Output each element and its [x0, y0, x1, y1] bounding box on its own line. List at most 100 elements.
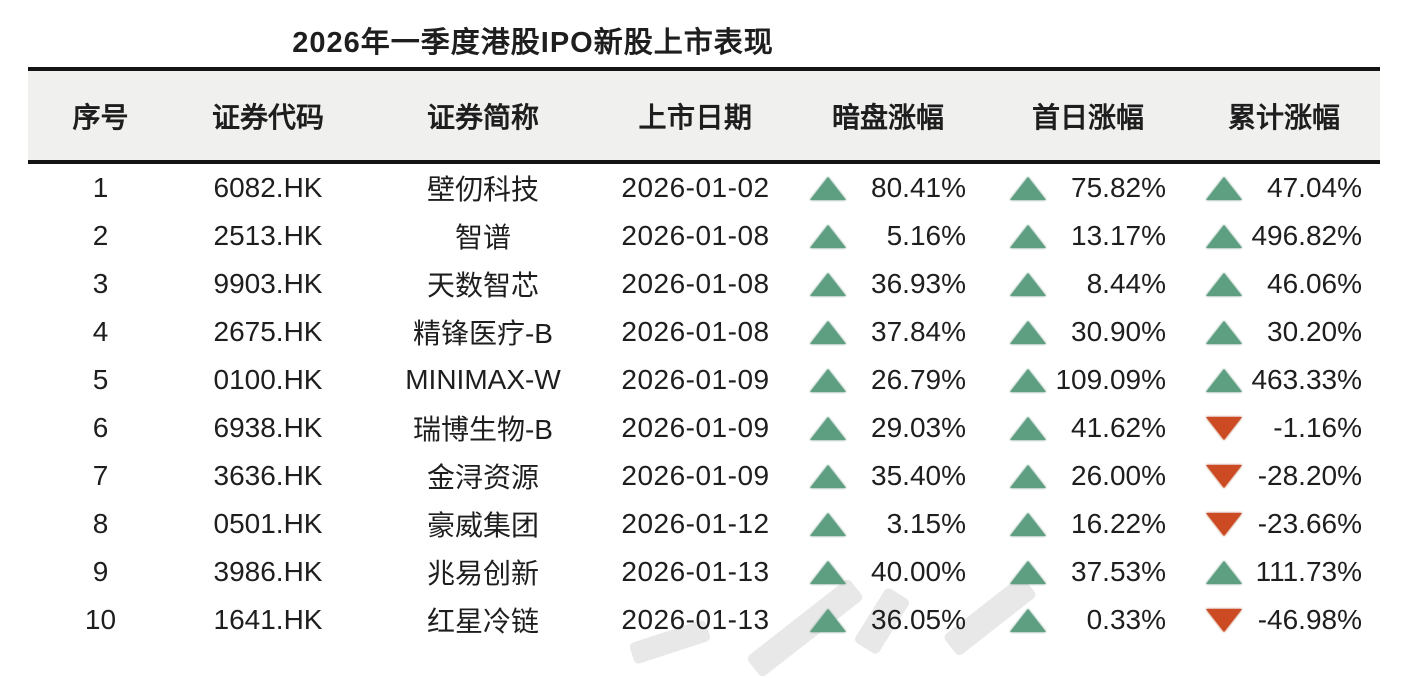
grey-market-gain-cell: 3.15%	[788, 508, 988, 540]
column-header-grey-market-gain: 暗盘涨幅	[831, 101, 944, 133]
listing-date-cell: 2026-01-08	[621, 316, 770, 347]
gain-value: 40.00%	[871, 556, 966, 587]
cumulative-gain-cell: 111.73%	[1188, 556, 1380, 588]
up-triangle-icon	[810, 464, 846, 488]
listing-date-cell: 2026-01-02	[621, 172, 770, 203]
gain-value: 75.82%	[1071, 172, 1166, 203]
grey-market-gain-cell: 37.84%	[788, 316, 988, 348]
row-index-cell: 5	[92, 364, 109, 395]
column-header-stock-code: 证券代码	[211, 101, 324, 133]
gain-value: 5.16%	[886, 220, 966, 251]
gain-value: 37.53%	[1071, 556, 1166, 587]
up-triangle-icon	[810, 368, 846, 392]
gain-value: 41.62%	[1071, 412, 1166, 443]
up-triangle-icon	[810, 272, 846, 296]
row-index-cell: 7	[92, 460, 109, 491]
table-row: 9 3986.HK 兆易创新 2026-01-13 40.00% 37.53% 111.73…	[28, 548, 1380, 596]
up-triangle-icon	[1010, 176, 1046, 200]
column-header-listing-date: 上市日期	[638, 101, 753, 133]
stock-code-cell: 9903.HK	[213, 268, 323, 299]
row-index-cell: 2	[92, 220, 109, 251]
up-triangle-icon	[1010, 512, 1046, 536]
cumulative-gain-cell: 463.33%	[1188, 364, 1380, 396]
row-index-cell: 9	[92, 556, 109, 587]
first-day-gain-cell: 41.62%	[988, 412, 1188, 444]
up-triangle-icon	[1206, 560, 1242, 584]
listing-date-cell: 2026-01-08	[621, 268, 770, 299]
stock-name-cell: 智谱	[454, 222, 511, 253]
table-row: 7 3636.HK 金浔资源 2026-01-09 35.40% 26.00% -28.20…	[28, 452, 1380, 500]
gain-value: 30.20%	[1267, 316, 1362, 347]
grey-market-gain-cell: 80.41%	[788, 172, 988, 204]
table-row: 4 2675.HK 精锋医疗-B 2026-01-08 37.84% 30.90% 30.2…	[28, 308, 1380, 356]
gain-value: 463.33%	[1251, 364, 1362, 395]
row-index-cell: 3	[92, 268, 109, 299]
up-triangle-icon	[1206, 272, 1242, 296]
up-triangle-icon	[1010, 416, 1046, 440]
cumulative-gain-cell: -1.16%	[1188, 412, 1380, 444]
stock-code-cell: 3986.HK	[213, 556, 323, 587]
gain-value: 13.17%	[1071, 220, 1166, 251]
first-day-gain-cell: 8.44%	[988, 268, 1188, 300]
row-index-cell: 10	[84, 604, 117, 635]
up-triangle-icon	[810, 224, 846, 248]
first-day-gain-cell: 30.90%	[988, 316, 1188, 348]
gain-value: -46.98%	[1257, 604, 1362, 635]
stock-code-cell: 0100.HK	[213, 364, 323, 395]
down-triangle-icon	[1206, 608, 1242, 632]
cumulative-gain-cell: -46.98%	[1188, 604, 1380, 636]
gain-value: 111.73%	[1255, 556, 1362, 587]
ipo-performance-table: 序号 证券代码 证券简称 上市日期 暗盘涨幅 首日涨幅 累计涨幅 1 6082.H…	[28, 67, 1380, 644]
up-triangle-icon	[1010, 224, 1046, 248]
grey-market-gain-cell: 35.40%	[788, 460, 988, 492]
table-header: 序号 证券代码 证券简称 上市日期 暗盘涨幅 首日涨幅 累计涨幅	[28, 67, 1380, 164]
stock-name-cell: 天数智芯	[426, 270, 539, 301]
column-header-stock-name: 证券简称	[426, 101, 539, 133]
first-day-gain-cell: 0.33%	[988, 604, 1188, 636]
gain-value: 8.44%	[1086, 268, 1166, 299]
grey-market-gain-cell: 5.16%	[788, 220, 988, 252]
gain-value: 26.00%	[1071, 460, 1166, 491]
stock-code-cell: 0501.HK	[213, 508, 323, 539]
up-triangle-icon	[1206, 368, 1242, 392]
listing-date-cell: 2026-01-09	[621, 412, 770, 443]
row-index-cell: 1	[92, 172, 109, 203]
listing-date-cell: 2026-01-13	[621, 604, 770, 635]
grey-market-gain-cell: 36.93%	[788, 268, 988, 300]
gain-value: 80.41%	[871, 172, 966, 203]
gain-value: 3.15%	[886, 508, 966, 539]
row-index-cell: 8	[92, 508, 109, 539]
table-row: 2 2513.HK 智谱 2026-01-08 5.16% 13.17% 496.82%	[28, 212, 1380, 260]
stock-code-cell: 6938.HK	[213, 412, 323, 443]
listing-date-cell: 2026-01-08	[621, 220, 770, 251]
up-triangle-icon	[1010, 368, 1046, 392]
stock-name-cell: 兆易创新	[426, 558, 539, 589]
gain-value: 36.05%	[871, 604, 966, 635]
gain-value: 30.90%	[1071, 316, 1166, 347]
up-triangle-icon	[810, 176, 846, 200]
up-triangle-icon	[1010, 464, 1046, 488]
column-header-index: 序号	[72, 101, 129, 133]
stock-code-cell: 6082.HK	[213, 172, 323, 203]
column-header-first-day-gain: 首日涨幅	[1031, 101, 1144, 133]
stock-name-cell: 金浔资源	[426, 462, 539, 493]
up-triangle-icon	[1010, 560, 1046, 584]
down-triangle-icon	[1206, 464, 1242, 488]
stock-name-cell: 红星冷链	[426, 606, 539, 637]
column-header-cumulative-gain: 累计涨幅	[1227, 101, 1340, 133]
listing-date-cell: 2026-01-09	[621, 460, 770, 491]
up-triangle-icon	[1010, 608, 1046, 632]
grey-market-gain-cell: 29.03%	[788, 412, 988, 444]
up-triangle-icon	[810, 416, 846, 440]
gain-value: -23.66%	[1257, 508, 1362, 539]
gain-value: 36.93%	[871, 268, 966, 299]
up-triangle-icon	[810, 512, 846, 536]
gain-value: 46.06%	[1267, 268, 1362, 299]
first-day-gain-cell: 16.22%	[988, 508, 1188, 540]
cumulative-gain-cell: 496.82%	[1188, 220, 1380, 252]
first-day-gain-cell: 109.09%	[988, 364, 1188, 396]
cumulative-gain-cell: -23.66%	[1188, 508, 1380, 540]
gain-value: -28.20%	[1257, 460, 1362, 491]
gain-value: 29.03%	[871, 412, 966, 443]
table-row: 5 0100.HK MINIMAX-W 2026-01-09 26.79% 109.09%…	[28, 356, 1380, 404]
